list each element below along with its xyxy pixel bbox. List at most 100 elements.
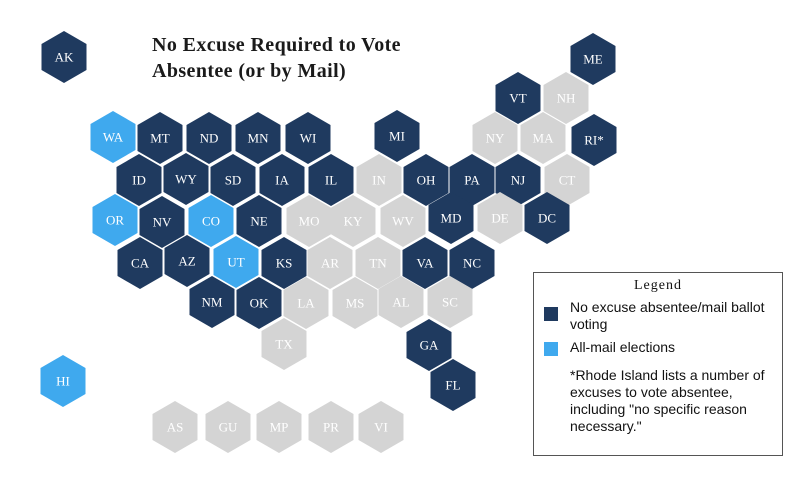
state-tile-id: ID (116, 154, 162, 206)
state-label-nj: NJ (511, 173, 525, 188)
state-tile-wy: WY (163, 153, 209, 205)
state-label-as: AS (167, 420, 184, 435)
state-tile-nd: ND (186, 112, 232, 164)
state-label-ar: AR (321, 256, 339, 271)
state-hex-ia (259, 154, 305, 206)
state-hex-sd (210, 154, 256, 206)
state-tile-nm: NM (189, 276, 235, 328)
state-hex-co (188, 195, 234, 247)
state-label-tx: TX (275, 337, 293, 352)
state-hex-md (428, 192, 474, 244)
state-label-dc: DC (538, 211, 556, 226)
state-hex-tn (355, 237, 401, 289)
state-label-wv: WV (392, 214, 414, 229)
state-hex-vt (495, 72, 541, 124)
state-hex-nd (186, 112, 232, 164)
legend-label-no-excuse: No excuse absentee/mail ballot voting (570, 299, 765, 332)
legend-item-no-excuse: No excuse absentee/mail ballot voting (544, 299, 780, 333)
state-label-ri: RI* (584, 133, 604, 148)
state-label-mp: MP (270, 420, 289, 435)
state-label-md: MD (441, 211, 462, 226)
state-hex-ms (332, 277, 378, 329)
state-tile-in: IN (356, 154, 402, 206)
state-label-in: IN (372, 173, 386, 188)
state-label-ia: IA (275, 173, 289, 188)
state-label-va: VA (416, 256, 434, 271)
state-tile-mo: MO (286, 195, 332, 247)
state-tile-nc: NC (449, 237, 495, 289)
state-tile-pr: PR (308, 401, 354, 453)
state-label-tn: TN (369, 256, 387, 271)
state-label-mt: MT (150, 131, 170, 146)
state-tile-me: ME (570, 33, 616, 85)
state-tile-co: CO (188, 195, 234, 247)
state-label-nh: NH (557, 91, 576, 106)
state-hex-pr (308, 401, 354, 453)
state-tile-mt: MT (137, 112, 183, 164)
state-hex-sc (427, 276, 473, 328)
state-hex-mi (374, 110, 420, 162)
state-label-pa: PA (464, 173, 480, 188)
state-tile-sc: SC (427, 276, 473, 328)
state-tile-ga: GA (406, 319, 452, 371)
state-hex-dc (524, 192, 570, 244)
map-title-line-2: Absentee (or by Mail) (152, 60, 347, 82)
state-tile-vt: VT (495, 72, 541, 124)
state-label-wy: WY (175, 172, 197, 187)
legend-item-all-mail: All-mail elections (544, 339, 780, 356)
state-hex-ne (236, 195, 282, 247)
legend: Legend No excuse absentee/mail ballot vo… (533, 272, 783, 456)
state-hex-wy (163, 153, 209, 205)
state-label-nc: NC (463, 256, 481, 271)
state-tile-sd: SD (210, 154, 256, 206)
state-label-ma: MA (533, 131, 555, 146)
state-hex-la (283, 277, 329, 329)
state-label-nv: NV (153, 215, 172, 230)
state-tile-ny: NY (472, 112, 518, 164)
state-label-wa: WA (103, 130, 124, 145)
state-hex-mp (256, 401, 302, 453)
state-label-sc: SC (442, 295, 458, 310)
state-hex-nc (449, 237, 495, 289)
state-tile-pa: PA (449, 154, 495, 206)
state-label-la: LA (297, 296, 315, 311)
legend-label-all-mail: All-mail elections (570, 339, 676, 355)
state-tile-wa: WA (90, 111, 136, 163)
state-hex-ak (41, 31, 87, 83)
state-hex-al (378, 276, 424, 328)
state-label-hi: HI (56, 374, 70, 389)
state-hex-wv (380, 195, 426, 247)
state-hex-ma (520, 112, 566, 164)
state-tile-ri: RI* (571, 114, 617, 166)
state-label-ms: MS (346, 296, 365, 311)
state-tile-or: OR (92, 194, 138, 246)
state-tile-md: MD (428, 192, 474, 244)
state-hex-nm (189, 276, 235, 328)
state-hex-ky (330, 195, 376, 247)
state-label-vt: VT (509, 91, 526, 106)
state-hex-ut (213, 236, 259, 288)
state-tile-dc: DC (524, 192, 570, 244)
map-title: No Excuse Required to Vote Absentee (or … (152, 32, 401, 84)
state-tile-la: LA (283, 277, 329, 329)
state-hex-hi (40, 355, 86, 407)
state-label-ny: NY (486, 131, 505, 146)
state-tile-gu: GU (205, 401, 251, 453)
state-label-ky: KY (344, 214, 363, 229)
state-label-az: AZ (178, 254, 195, 269)
state-tile-as: AS (152, 401, 198, 453)
state-label-de: DE (491, 211, 508, 226)
state-label-co: CO (202, 214, 220, 229)
state-label-fl: FL (445, 378, 460, 393)
state-hex-in (356, 154, 402, 206)
state-label-ut: UT (227, 255, 244, 270)
state-hex-il (308, 154, 354, 206)
state-label-nd: ND (200, 131, 219, 146)
state-tile-ut: UT (213, 236, 259, 288)
state-tile-ar: AR (307, 237, 353, 289)
state-hex-mn (235, 112, 281, 164)
state-label-pr: PR (323, 420, 339, 435)
state-label-ga: GA (420, 338, 439, 353)
state-tile-mn: MN (235, 112, 281, 164)
